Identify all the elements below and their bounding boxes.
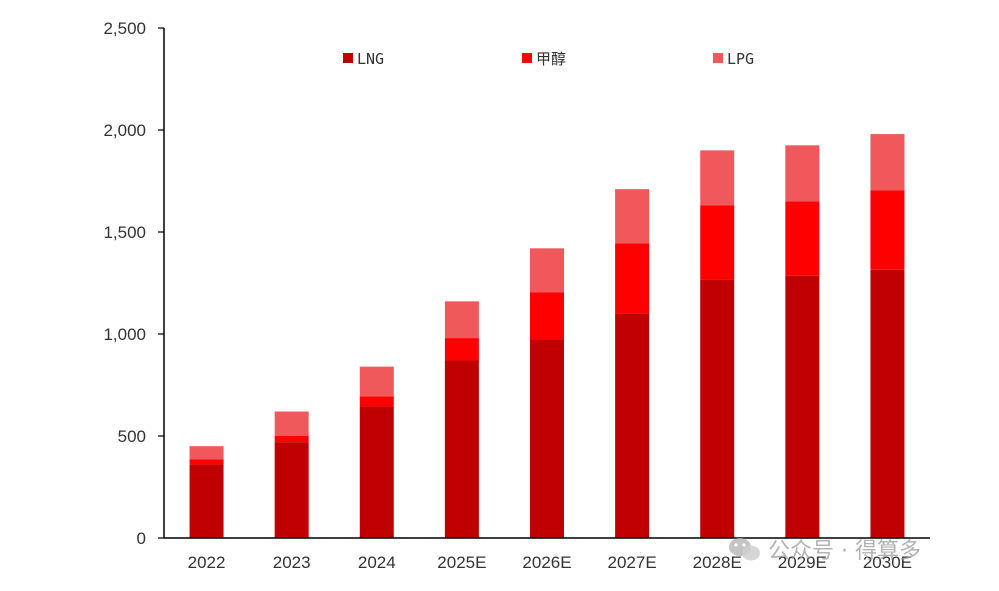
legend-swatch bbox=[522, 53, 532, 63]
y-tick-label: 2,500 bbox=[103, 19, 146, 38]
bar-methanol-2024 bbox=[359, 396, 394, 407]
bar-lpg-2028E bbox=[700, 150, 735, 206]
bar-lpg-2026E bbox=[530, 248, 564, 293]
x-tick-label: 2030E bbox=[863, 553, 912, 572]
bar-lpg-2030E bbox=[870, 134, 905, 191]
x-tick-label: 2029E bbox=[778, 553, 827, 572]
y-tick-label: 2,000 bbox=[103, 121, 146, 140]
x-tick-label: 2026E bbox=[522, 553, 571, 572]
x-tick-label: 2024 bbox=[358, 553, 396, 572]
legend-label: 甲醇 bbox=[536, 50, 566, 68]
bar-lpg-2024 bbox=[359, 366, 394, 397]
bar-lng-2027E bbox=[615, 313, 650, 538]
bar-methanol-2023 bbox=[274, 436, 309, 443]
bar-lpg-2022 bbox=[189, 446, 224, 460]
bar-methanol-2026E bbox=[530, 292, 564, 340]
bar-methanol-2027E bbox=[615, 243, 650, 314]
y-tick-label: 1,500 bbox=[103, 223, 146, 242]
y-tick-label: 1,000 bbox=[103, 325, 146, 344]
bar-lng-2025E bbox=[444, 360, 479, 538]
bar-lpg-2025E bbox=[444, 301, 479, 339]
bar-lng-2026E bbox=[530, 339, 564, 538]
bar-methanol-2022 bbox=[189, 459, 224, 465]
bar-lpg-2023 bbox=[274, 411, 309, 436]
x-tick-label: 2028E bbox=[693, 553, 742, 572]
x-tick-label: 2022 bbox=[188, 553, 226, 572]
bar-lng-2024 bbox=[359, 406, 394, 538]
x-tick-label: 2023 bbox=[273, 553, 311, 572]
bar-methanol-2025E bbox=[444, 338, 479, 361]
bar-lng-2030E bbox=[870, 269, 905, 538]
bar-lng-2022 bbox=[189, 464, 224, 538]
legend: LNG 甲醇 LPG bbox=[343, 50, 754, 68]
wechat-icon bbox=[729, 538, 760, 561]
bar-lng-2029E bbox=[785, 275, 820, 538]
legend-swatch bbox=[713, 53, 723, 63]
bar-methanol-2029E bbox=[785, 201, 820, 276]
axes bbox=[163, 28, 930, 539]
bar-methanol-2030E bbox=[870, 190, 905, 270]
y-tick-label: 0 bbox=[137, 529, 146, 548]
x-ticks: 2022 2023 2024 2025E 2026E 2027E 2028E 2029E 203… bbox=[188, 553, 912, 572]
legend-label: LNG bbox=[357, 50, 384, 68]
bar-lpg-2027E bbox=[615, 189, 650, 244]
bar-lng-2023 bbox=[274, 442, 309, 538]
x-tick-label: 2025E bbox=[437, 553, 486, 572]
legend-label: LPG bbox=[727, 50, 754, 68]
y-ticks: 0 500 1,000 1,500 2,000 2,500 bbox=[103, 19, 164, 548]
x-tick-label: 2027E bbox=[608, 553, 657, 572]
bar-methanol-2028E bbox=[700, 205, 735, 280]
legend-swatch bbox=[343, 53, 353, 63]
y-tick-label: 500 bbox=[118, 427, 146, 446]
watermark: 公众号 · 得算多 bbox=[729, 538, 921, 564]
bars bbox=[189, 134, 905, 538]
bar-lng-2028E bbox=[700, 279, 735, 538]
watermark-text: 公众号 · 得算多 bbox=[768, 539, 921, 564]
bar-lpg-2029E bbox=[785, 145, 820, 202]
